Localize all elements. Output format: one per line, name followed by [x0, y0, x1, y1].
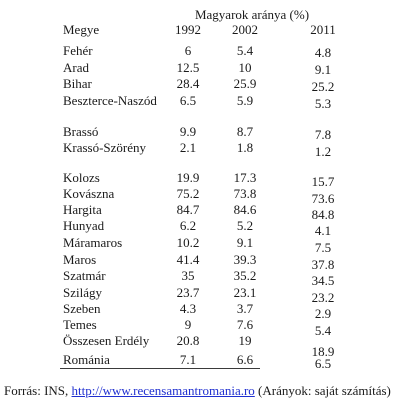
- value-2011-cell: 4.1: [314, 223, 332, 238]
- value-2002-cell: 6.6: [236, 352, 254, 367]
- value-2011-cell: 84.8: [311, 207, 335, 222]
- value-2011-cell: 2.9: [314, 306, 332, 321]
- value-1992-cell: 10.2: [176, 235, 200, 250]
- value-1992-cell: 20.8: [176, 333, 200, 348]
- county-cell: Kolozs: [63, 170, 100, 185]
- value-2011-cell: 73.6: [311, 191, 335, 206]
- value-1992-cell: 84.7: [176, 202, 200, 217]
- value-1992-cell: 2.1: [179, 140, 197, 155]
- county-cell: Összesen Erdély: [63, 333, 150, 348]
- county-cell: Kovászna: [63, 186, 115, 201]
- value-1992-cell: 19.9: [176, 170, 200, 185]
- value-1992-cell: 9.9: [179, 124, 197, 139]
- value-1992-cell: 9: [184, 317, 192, 332]
- value-2011-cell: 37.8: [311, 257, 335, 272]
- value-1992-cell: 41.4: [176, 252, 200, 267]
- source-prefix: Forrás: INS,: [4, 383, 72, 398]
- value-2011-cell: 7.5: [314, 240, 332, 255]
- county-cell: Brassó: [63, 124, 99, 139]
- county-cell: Maros: [63, 252, 97, 267]
- value-1992-cell: 6.5: [179, 93, 197, 108]
- column-header-2002: 2002: [232, 22, 258, 37]
- source-link[interactable]: http://www.recensamantromania.ro: [71, 383, 255, 398]
- value-2002-cell: 25.9: [233, 76, 257, 91]
- value-2011-cell: 5.3: [314, 96, 332, 111]
- county-cell: Hargita: [63, 202, 102, 217]
- value-1992-cell: 35: [181, 268, 195, 283]
- value-2002-cell: 73.8: [233, 186, 257, 201]
- value-1992-cell: 4.3: [179, 301, 197, 316]
- value-2011-cell: 4.8: [314, 45, 332, 60]
- value-2011-cell: 5.4: [314, 323, 332, 338]
- value-2002-cell: 5.4: [236, 43, 254, 58]
- value-2002-cell: 10: [238, 60, 252, 75]
- value-2002-cell: 3.7: [236, 301, 254, 316]
- value-2002-cell: 39.3: [233, 252, 257, 267]
- column-header-county: Megye: [63, 22, 100, 37]
- county-cell: Arad: [63, 60, 89, 75]
- value-2002-cell: 1.8: [236, 140, 254, 155]
- value-2002-cell: 23.1: [233, 285, 257, 300]
- county-cell: Máramaros: [63, 235, 123, 250]
- county-cell: Krassó-Szörény: [63, 140, 147, 155]
- value-2002-cell: 7.6: [236, 317, 254, 332]
- county-cell: Temes: [63, 317, 97, 332]
- value-2011-cell: 18.9: [311, 344, 335, 359]
- county-cell: Románia: [63, 352, 110, 367]
- value-2002-cell: 9.1: [236, 235, 254, 250]
- total-divider: [60, 368, 260, 369]
- county-cell: Beszterce-Naszód: [63, 93, 157, 108]
- county-cell: Fehér: [63, 43, 93, 58]
- value-1992-cell: 28.4: [176, 76, 200, 91]
- value-1992-cell: 6: [184, 43, 192, 58]
- value-2011-cell: 23.2: [311, 290, 335, 305]
- value-2011-cell: 7.8: [314, 127, 332, 142]
- value-2011-cell: 25.2: [311, 79, 335, 94]
- value-2002-cell: 17.3: [233, 170, 257, 185]
- value-2011-cell: 34.5: [311, 273, 335, 288]
- value-1992-cell: 6.2: [179, 218, 197, 233]
- county-cell: Bihar: [63, 76, 92, 91]
- group-header: Magyarok aránya (%): [194, 7, 310, 22]
- value-2011-cell: 15.7: [311, 174, 335, 189]
- column-header-1992: 1992: [175, 22, 201, 37]
- value-2002-cell: 35.2: [233, 268, 257, 283]
- value-1992-cell: 12.5: [176, 60, 200, 75]
- source-suffix: (Arányok: saját számítás): [254, 383, 391, 398]
- value-2002-cell: 5.2: [236, 218, 254, 233]
- value-2002-cell: 5.9: [236, 93, 254, 108]
- value-2011-cell: 1.2: [314, 144, 332, 159]
- source-note: Forrás: INS, http://www.recensamantroman…: [4, 383, 391, 399]
- value-1992-cell: 7.1: [179, 352, 197, 367]
- value-2011-cell: 6.5: [314, 356, 332, 371]
- column-header-2011: 2011: [310, 22, 336, 37]
- county-cell: Szilágy: [63, 285, 102, 300]
- value-2011-cell: 9.1: [314, 62, 332, 77]
- value-2002-cell: 8.7: [236, 124, 254, 139]
- value-2002-cell: 84.6: [233, 202, 257, 217]
- county-cell: Szeben: [63, 301, 101, 316]
- county-cell: Hunyad: [63, 218, 105, 233]
- county-cell: Szatmár: [63, 268, 106, 283]
- value-1992-cell: 75.2: [176, 186, 200, 201]
- value-2002-cell: 19: [238, 333, 252, 348]
- value-1992-cell: 23.7: [176, 285, 200, 300]
